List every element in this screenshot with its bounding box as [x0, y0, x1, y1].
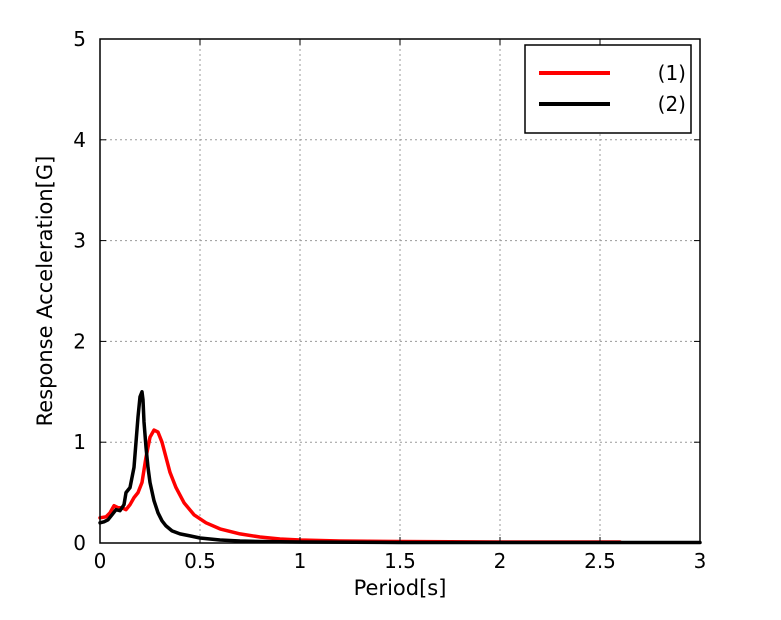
x-tick-label: 1 — [294, 549, 307, 573]
legend: (1) (2) — [524, 44, 692, 134]
y-tick-label: 1 — [73, 430, 86, 454]
x-tick-label: 2 — [494, 549, 507, 573]
y-tick-label: 0 — [73, 531, 86, 555]
y-tick-label: 3 — [73, 229, 86, 253]
y-axis-title: Response Acceleration[G] — [33, 156, 57, 427]
x-tick-label: 0 — [94, 549, 107, 573]
x-tick-label: 3 — [694, 549, 707, 573]
x-tick-label: 2.5 — [584, 549, 616, 573]
tick-labels: 0 0.5 1 1.5 2 2.5 3 0 1 2 3 4 5 — [73, 27, 706, 573]
x-tick-label: 0.5 — [184, 549, 216, 573]
x-axis-title: Period[s] — [354, 576, 447, 600]
legend-box — [524, 44, 692, 134]
y-tick-label: 5 — [73, 27, 86, 51]
y-tick-label: 4 — [73, 128, 86, 152]
y-tick-label: 2 — [73, 329, 86, 353]
grid — [100, 39, 700, 543]
series-layer — [98, 390, 702, 545]
legend-label-series-2: (2) — [658, 92, 686, 116]
series-line-2 — [98, 390, 702, 545]
legend-label-series-1: (1) — [658, 61, 686, 85]
x-tick-label: 1.5 — [384, 549, 416, 573]
